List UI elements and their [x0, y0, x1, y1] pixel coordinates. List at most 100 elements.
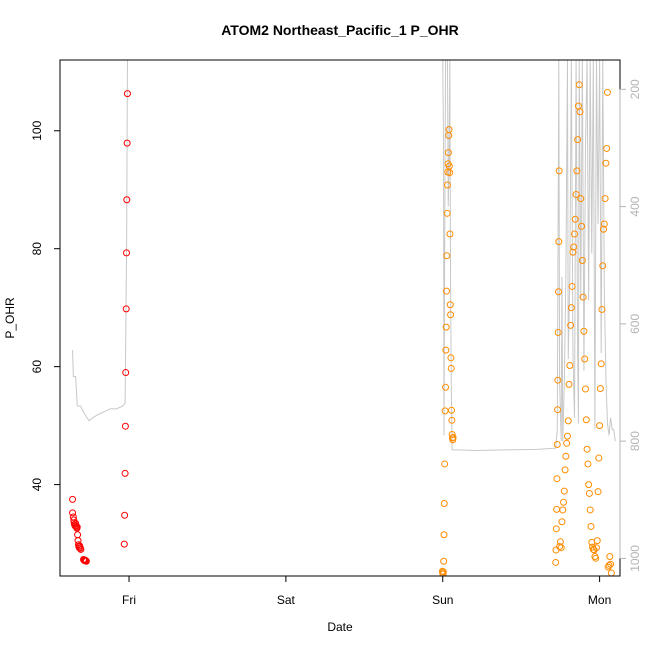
plot-frame — [59, 59, 621, 577]
orange-data-point — [584, 460, 592, 468]
orange-data-point — [592, 554, 600, 562]
orange-data-point — [600, 220, 608, 228]
y2-tick-label: 200 — [628, 79, 642, 99]
red-data-point — [74, 531, 82, 539]
orange-data-point — [572, 190, 580, 198]
y2-tick-label: 800 — [628, 431, 642, 451]
orange-data-point — [449, 433, 457, 441]
red-data-point — [120, 540, 128, 548]
orange-data-point — [607, 560, 615, 568]
orange-data-point — [553, 440, 561, 448]
chart-title: ATOM2 Northeast_Pacific_1 P_OHR — [221, 22, 459, 38]
y-axis: 40 60 80 100 — [30, 120, 61, 492]
orange-data-point — [577, 195, 585, 203]
red-data-point — [121, 422, 129, 430]
x-axis-label: Date — [327, 620, 353, 634]
orange-data-point — [442, 346, 450, 354]
orange-data-point — [592, 544, 600, 552]
orange-data-point — [581, 385, 589, 393]
orange-data-point — [560, 487, 568, 495]
orange-data-point — [587, 522, 595, 530]
orange-data-point — [607, 569, 615, 576]
y2-tick-label: 400 — [628, 196, 642, 216]
orange-data-point — [552, 558, 560, 566]
orange-data-point — [445, 162, 453, 170]
orange-data-point — [582, 416, 590, 424]
orange-data-point — [554, 406, 562, 414]
orange-data-point — [442, 323, 450, 331]
x-tick-label: Mon — [588, 593, 611, 607]
x-tick-label: Sat — [277, 593, 296, 607]
orange-data-point — [563, 439, 571, 447]
orange-data-point — [560, 498, 568, 506]
orange-data-point — [563, 432, 571, 440]
orange-data-point — [580, 327, 588, 335]
y-tick-label: 40 — [30, 478, 44, 492]
orange-data-point — [440, 557, 448, 565]
orange-data-point — [439, 568, 447, 576]
orange-data-point — [558, 518, 566, 526]
orange-data-point — [593, 537, 601, 545]
orange-data-point — [605, 561, 613, 569]
y-tick-label: 80 — [30, 242, 44, 256]
orange-data-point — [576, 108, 584, 116]
red-data-point — [122, 305, 130, 313]
orange-data-point — [447, 311, 455, 319]
orange-data-point — [447, 354, 455, 362]
orange-data-point — [553, 505, 561, 513]
y2-tick-label: 1000 — [628, 545, 642, 572]
orange-data-point — [443, 252, 451, 260]
orange-data-point — [565, 380, 573, 388]
orange-data-point — [571, 215, 579, 223]
red-data-point — [123, 249, 131, 257]
x-tick-label: Sun — [432, 593, 453, 607]
orange-data-point — [567, 321, 575, 329]
orange-data-point — [553, 475, 561, 483]
orange-data-point — [448, 406, 456, 414]
orange-data-point — [564, 417, 572, 425]
orange-data-point — [566, 361, 574, 369]
orange-data-point — [449, 436, 457, 444]
red-data-point — [123, 139, 131, 147]
red-data-point — [123, 196, 131, 204]
orange-data-point — [439, 570, 447, 576]
red-data-point — [77, 545, 85, 553]
red-data-point — [122, 369, 130, 377]
orange-data-point — [595, 454, 603, 462]
orange-data-point — [583, 445, 591, 453]
orange-data-point — [557, 544, 565, 552]
orange-data-point — [570, 243, 578, 251]
orange-data-point — [585, 481, 593, 489]
red-data-point — [82, 557, 90, 565]
orange-data-point — [601, 195, 609, 203]
orange-data-point — [573, 167, 581, 175]
orange-data-point — [603, 144, 611, 152]
orange-data-point — [446, 169, 454, 177]
orange-data-point — [448, 430, 456, 438]
orange-data-point — [578, 222, 586, 230]
orange-data-point — [574, 136, 582, 144]
orange-data-point — [561, 466, 569, 474]
orange-data-point — [571, 230, 579, 238]
orange-data-point — [567, 304, 575, 312]
orange-data-point — [446, 230, 454, 238]
y2-tick-label: 600 — [628, 314, 642, 334]
orange-data-point — [575, 81, 583, 89]
orange-data-point — [600, 225, 608, 233]
orange-data-point — [443, 287, 451, 295]
orange-data-point — [447, 364, 455, 372]
orange-data-point — [555, 238, 563, 246]
orange-data-point — [441, 460, 449, 468]
orange-data-point — [442, 383, 450, 391]
orange-data-point — [441, 407, 449, 415]
red-data-point — [69, 495, 77, 503]
orange-data-point — [559, 506, 567, 514]
orange-data-point — [606, 553, 614, 561]
orange-data-point — [596, 422, 604, 430]
orange-data-point — [590, 546, 598, 554]
orange-data-point — [552, 525, 560, 533]
y-tick-label: 60 — [30, 360, 44, 374]
orange-data-point — [443, 181, 451, 189]
orange-data-point — [554, 328, 562, 336]
